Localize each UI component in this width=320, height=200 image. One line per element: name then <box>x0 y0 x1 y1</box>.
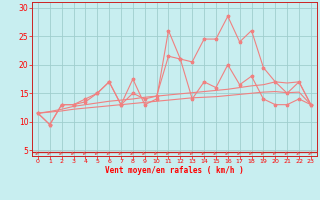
X-axis label: Vent moyen/en rafales ( km/h ): Vent moyen/en rafales ( km/h ) <box>105 166 244 175</box>
